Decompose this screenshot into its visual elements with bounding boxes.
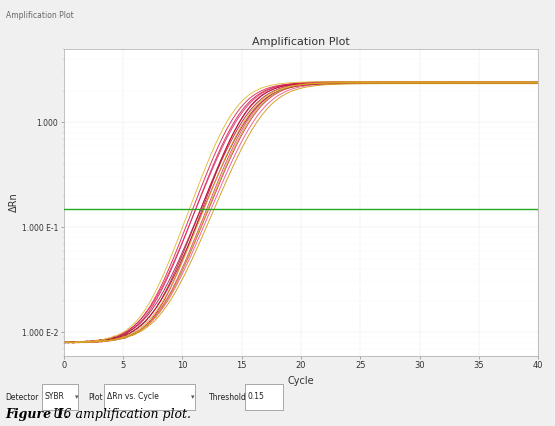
Text: ▾: ▾ <box>75 394 78 400</box>
Text: Figure 1.: Figure 1. <box>6 408 69 421</box>
Text: ΔRn vs. Cycle: ΔRn vs. Cycle <box>107 392 159 401</box>
Text: ▾: ▾ <box>191 394 195 400</box>
Text: Amplification Plot: Amplification Plot <box>6 11 73 20</box>
Title: Amplification Plot: Amplification Plot <box>252 37 350 47</box>
Bar <box>104 384 195 410</box>
Bar <box>245 384 283 410</box>
Bar <box>42 384 78 410</box>
Text: Threshold: Threshold <box>209 393 246 402</box>
Text: 0.15: 0.15 <box>248 392 264 401</box>
X-axis label: Cycle: Cycle <box>288 376 314 386</box>
Text: Detector: Detector <box>6 393 39 402</box>
Y-axis label: ΔRn: ΔRn <box>9 193 19 212</box>
Text: U6 amplification plot.: U6 amplification plot. <box>53 408 191 421</box>
Text: SYBR: SYBR <box>44 392 64 401</box>
Text: Plot: Plot <box>88 393 103 402</box>
